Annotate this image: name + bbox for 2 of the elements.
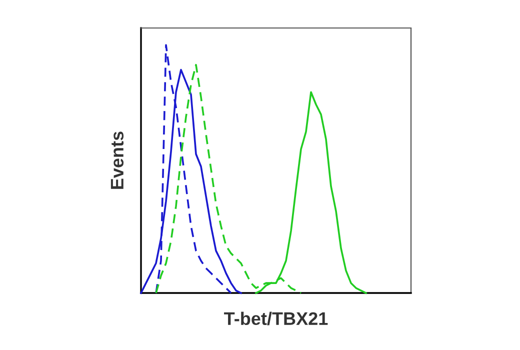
y-axis-title: Events: [110, 132, 124, 189]
x-axis-title: T-bet/TBX21: [224, 312, 328, 326]
